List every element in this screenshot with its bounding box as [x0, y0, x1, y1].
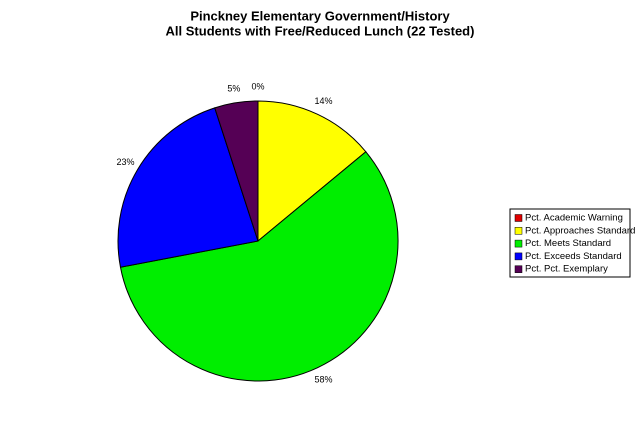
data-label: 23% [116, 157, 134, 167]
legend-swatch [514, 252, 523, 261]
pie-slice [117, 107, 259, 268]
legend-swatch [514, 265, 523, 273]
chart-subtitle: All Students with Free/Reduced Lunch (22… [166, 23, 475, 38]
legend-label: Pct. Meets Standard [525, 238, 611, 249]
legend-box [509, 208, 631, 278]
legend-label: Pct. Academic Warning [525, 213, 623, 224]
legend-swatch [514, 214, 523, 222]
data-label: 0% [251, 81, 264, 91]
data-label: 5% [227, 83, 240, 93]
legend-label: Pct. Exceeds Standard [525, 251, 622, 262]
pie-slice [119, 151, 399, 382]
legend-swatch [514, 227, 523, 235]
legend-label: Pct. Approaches Standard [525, 225, 635, 236]
chart-title: Pinckney Elementary Government/History [190, 8, 450, 23]
data-label: 58% [315, 375, 333, 385]
pie-slice [257, 100, 367, 243]
data-label: 14% [315, 96, 333, 106]
legend-label: Pct. Pct. Exemplary [525, 264, 608, 275]
pie-slice [214, 100, 259, 242]
legend-swatch [514, 239, 523, 248]
